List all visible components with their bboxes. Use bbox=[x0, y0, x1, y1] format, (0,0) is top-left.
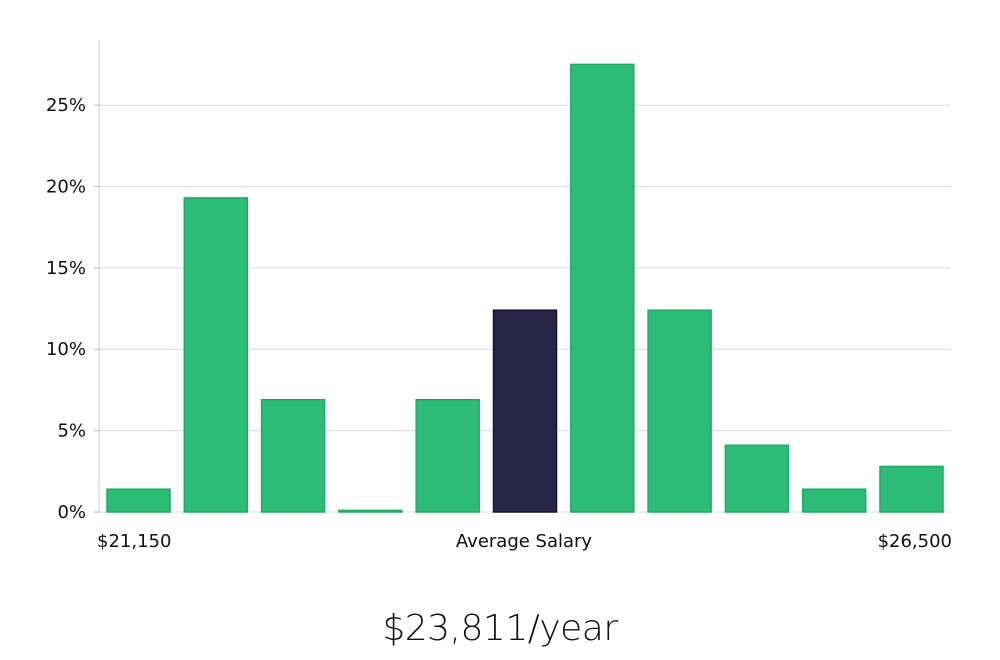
average-salary-value: $23,811/year bbox=[382, 608, 618, 649]
x-axis-title: Average Salary bbox=[456, 531, 593, 552]
bar-5 bbox=[415, 398, 480, 513]
x-axis-max-label: $26,500 bbox=[878, 531, 952, 552]
y-tick-label-10: 10% bbox=[46, 339, 86, 360]
y-tick-label-0: 0% bbox=[57, 502, 86, 523]
y-tick-label-5: 5% bbox=[57, 421, 86, 442]
y-tick-label-20: 20% bbox=[46, 176, 86, 197]
bar-9 bbox=[724, 444, 790, 513]
y-axis-ticks: 0% 5% 10% 15% 20% 25% bbox=[46, 95, 100, 523]
x-axis-min-label: $21,150 bbox=[97, 531, 171, 552]
bars-layer bbox=[106, 63, 944, 513]
bar-1 bbox=[106, 488, 171, 513]
bar-8 bbox=[647, 309, 712, 513]
y-tick-label-15: 15% bbox=[46, 258, 86, 279]
bar-4 bbox=[338, 509, 403, 513]
bar-11 bbox=[879, 465, 944, 513]
bar-2 bbox=[183, 197, 249, 513]
bar-3 bbox=[260, 398, 326, 513]
bar-10 bbox=[801, 488, 867, 513]
salary-histogram: 0%5%10%15%20%25% $21,150 Average Salary … bbox=[46, 40, 952, 552]
bar-average-salary bbox=[492, 309, 558, 513]
bar-7 bbox=[570, 63, 635, 513]
y-tick-label-25: 25% bbox=[46, 95, 86, 116]
